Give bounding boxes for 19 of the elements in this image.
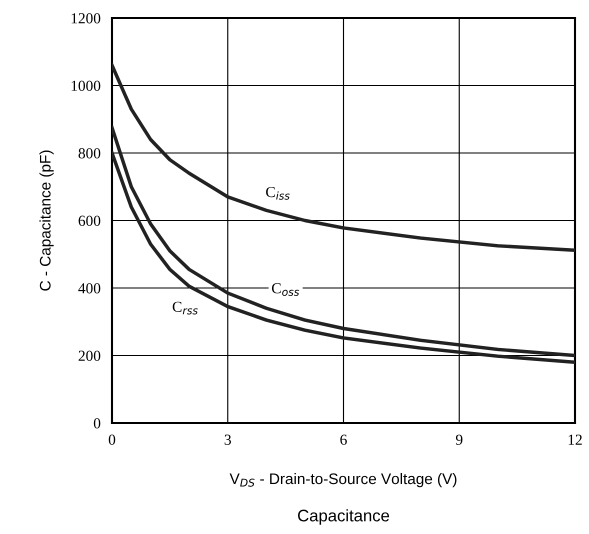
y-tick-label: 0 [94,418,100,428]
y-tick-label: 600 [78,216,100,226]
x-tick-label: 9 [456,434,462,445]
y-tick-label: 200 [78,350,100,361]
y-tick-label: 400 [78,283,100,294]
x-tick-label: 6 [340,434,347,445]
annotation: C$_{iss}$ [266,186,290,200]
x-tick-label: 3 [224,434,231,445]
annotation: C$_{oss}$ [272,283,300,296]
text: Capacitance [298,509,390,525]
y-axis-title: C - Capacitance (pF) [39,150,54,291]
line-series [112,64,575,252]
y-tick-label: 1000 [72,80,100,91]
annotation: C$_{rss}$ [172,302,198,314]
y-tick-label: 800 [78,148,100,158]
x-tick-label: 0 [108,434,116,445]
y-tick-label: 1200 [72,13,100,24]
x-axis-title: V$_{DS}$ - Drain-to-Source Voltage (V) [230,472,456,488]
x-tick-label: 12 [568,434,582,445]
